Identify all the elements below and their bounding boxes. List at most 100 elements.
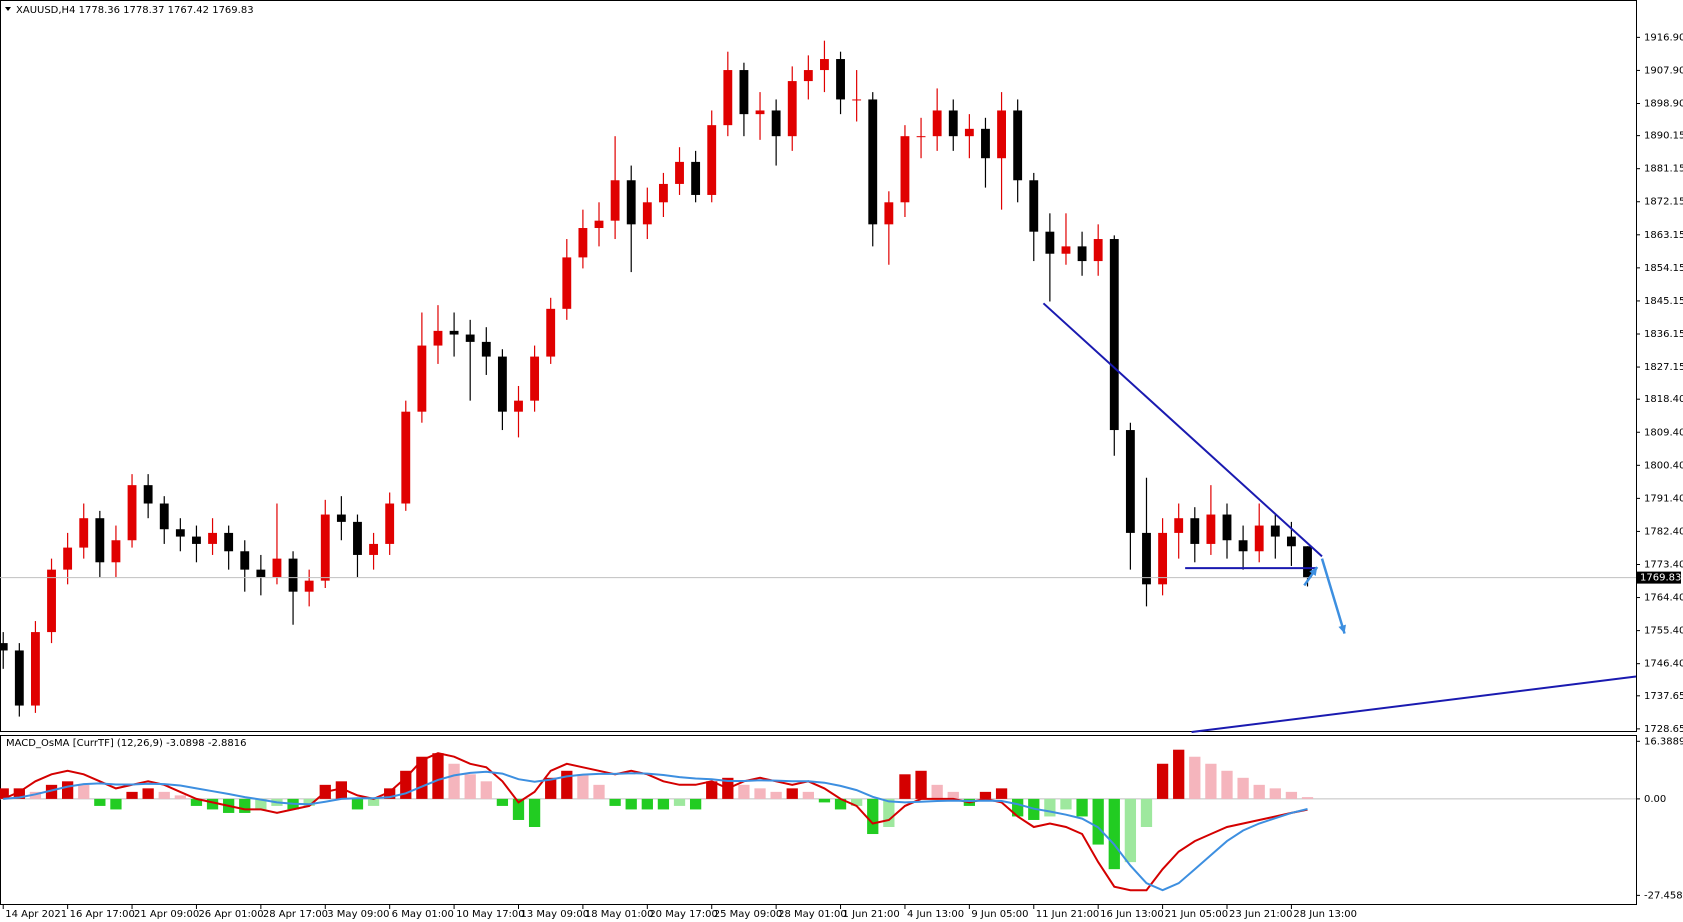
candle-body <box>1125 430 1135 533</box>
candle-body <box>546 308 556 357</box>
x-tick-label: 25 May 09:00 <box>714 909 783 920</box>
candle-body <box>47 569 56 633</box>
candle-body <box>1238 540 1248 552</box>
candle-body <box>691 161 701 195</box>
histogram-bar <box>448 763 460 799</box>
candle-body <box>1303 546 1312 578</box>
candle-body <box>175 529 185 537</box>
histogram-bar <box>851 798 863 806</box>
histogram-bar <box>1269 788 1281 799</box>
candle-body <box>514 400 523 412</box>
y-tick-label: 1764.40 <box>1644 593 1683 604</box>
histogram-bar <box>158 791 170 799</box>
candle-body <box>1045 231 1055 254</box>
candle-body <box>143 485 153 504</box>
histogram-bar <box>1205 763 1217 799</box>
arrow-head <box>1309 567 1318 576</box>
y-tick-label: 1890.15 <box>1644 131 1683 142</box>
candle-body <box>1270 525 1280 537</box>
last-price-label: 1769.83 <box>1640 573 1681 584</box>
trendline <box>1042 302 1323 558</box>
y-tick-label: 1800.40 <box>1644 460 1683 471</box>
histogram-bar <box>351 798 364 810</box>
histogram-bar <box>1285 791 1298 799</box>
histogram-bar <box>1140 798 1153 827</box>
histogram-bar <box>206 798 219 810</box>
candle-body <box>562 257 572 309</box>
histogram-bar <box>947 791 959 799</box>
y-tick-label: 1898.90 <box>1644 98 1683 109</box>
x-tick-label: 14 Apr 2021 <box>5 909 67 920</box>
y-tick-label: 1782.40 <box>1644 526 1683 537</box>
candle-body <box>449 330 459 335</box>
histogram-bar <box>754 788 766 799</box>
y-tick-label: 1907.90 <box>1644 65 1683 76</box>
macd-line <box>2 752 1308 892</box>
x-tick-label: 18 May 01:00 <box>585 909 654 920</box>
candle-body <box>288 558 298 592</box>
histogram-bar <box>512 798 525 820</box>
candle-body <box>900 136 910 203</box>
candle-body <box>353 521 362 555</box>
chart-title: XAUUSD,H4 1778.36 1778.37 1767.42 1769.8… <box>16 5 254 16</box>
histogram-bar <box>384 788 396 799</box>
candle-body <box>79 518 89 548</box>
candle-body <box>0 643 8 651</box>
candle-body <box>594 220 604 229</box>
histogram-bar <box>1156 763 1169 799</box>
candle-body <box>63 547 73 570</box>
histogram-bar <box>899 774 911 799</box>
candle-body <box>304 580 314 592</box>
candle-body <box>675 161 684 184</box>
x-tick-label: 3 May 09:00 <box>327 909 389 920</box>
histogram-bar <box>657 798 670 810</box>
y-tick-label: 1737.65 <box>1644 691 1683 702</box>
histogram-bar <box>1189 756 1201 799</box>
macd-title: MACD_OsMA [CurrTF] (12,26,9) -3.0898 -2.… <box>6 738 246 749</box>
candle-body <box>642 202 652 225</box>
candle-body <box>95 518 105 563</box>
candle-body <box>1206 514 1216 544</box>
candle-body <box>739 70 749 115</box>
x-tick-label: 6 May 01:00 <box>392 909 454 920</box>
histogram-bar <box>577 774 589 799</box>
histogram-bar <box>1044 798 1056 817</box>
histogram-bar <box>995 788 1008 799</box>
histogram-bar <box>979 791 992 799</box>
histogram-bar <box>1012 798 1024 817</box>
x-tick-label: 28 Jun 13:00 <box>1293 909 1357 920</box>
candle-body <box>240 551 250 570</box>
histogram-bar <box>0 788 9 799</box>
candle-body <box>884 202 894 225</box>
histogram-bar <box>335 781 348 799</box>
candle-body <box>1013 110 1023 181</box>
histogram-bar <box>13 788 25 799</box>
y-tick-label: 1818.40 <box>1644 394 1683 405</box>
candle-body <box>530 356 540 401</box>
histogram-bar <box>641 798 653 810</box>
candle-body <box>932 110 942 137</box>
histogram-bar <box>29 791 42 799</box>
histogram-bar <box>61 781 74 799</box>
candle-body <box>481 341 491 357</box>
candle-body <box>836 59 845 100</box>
y-tick-label: 16.3889 <box>1644 736 1683 747</box>
histogram-bar <box>593 784 605 799</box>
histogram-bar <box>1076 798 1088 817</box>
candle-body <box>417 345 427 412</box>
histogram-bar <box>528 798 541 827</box>
trendline <box>1191 675 1637 733</box>
histogram-bar <box>303 798 315 806</box>
histogram-bar <box>818 798 831 803</box>
histogram-bar <box>770 791 782 799</box>
candle-body <box>1142 532 1151 585</box>
histogram-bar <box>78 784 90 799</box>
histogram-bar <box>1253 784 1265 799</box>
arrow-shaft <box>1320 558 1346 634</box>
candle-body <box>916 136 926 138</box>
histogram-bar <box>1237 777 1249 799</box>
signal-line <box>3 770 1308 892</box>
histogram-bar <box>673 798 686 806</box>
candle-body <box>1222 514 1232 541</box>
